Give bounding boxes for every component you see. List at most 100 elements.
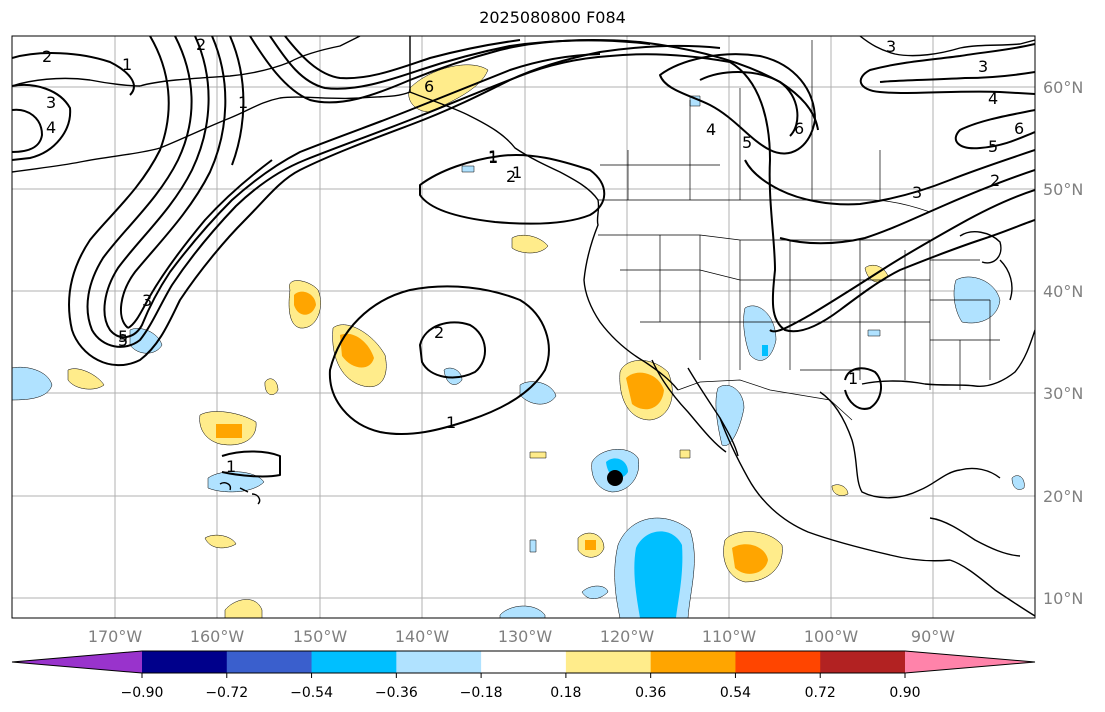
- contour-line: [328, 285, 550, 436]
- colorbar-tick-label: −0.54: [290, 685, 333, 701]
- colorbar-segment: [820, 651, 906, 673]
- positive-anomaly-patch: [408, 64, 489, 113]
- contour-line: [86, 36, 731, 348]
- map-frame: [11, 35, 1036, 619]
- contour-label: 1: [122, 55, 132, 74]
- contour-label: 1: [488, 147, 498, 166]
- contour-label: 1: [488, 148, 498, 167]
- contour-label: 5: [118, 331, 128, 350]
- contour-label: 1: [512, 163, 522, 182]
- pacific-northwest-coastline: [409, 91, 679, 391]
- colorbar-segment: [481, 651, 567, 673]
- contour-line: [120, 36, 273, 329]
- colorbar-tick-label: 0.36: [635, 685, 666, 701]
- positive-anomaly-patch: [294, 291, 316, 315]
- negative-anomaly-patch: [12, 367, 53, 401]
- contour-label: 2: [434, 323, 444, 342]
- longitude-label: 120°W: [600, 627, 655, 646]
- colorbar-tick-label: 0.72: [805, 685, 836, 701]
- great-lakes: [959, 231, 1013, 301]
- contour-line: [879, 71, 1035, 83]
- contour-label: 6: [1014, 119, 1024, 138]
- longitude-label: 160°W: [190, 627, 245, 646]
- latitude-labels: 60°N 50°N 40°N 30°N 20°N 10°N: [1043, 78, 1083, 608]
- contour-label: 5: [988, 137, 998, 156]
- latitude-label: 60°N: [1043, 78, 1083, 97]
- negative-anomaly-patch: [867, 329, 881, 337]
- state-border: [598, 234, 931, 390]
- contour-lines: [12, 36, 1035, 478]
- central-america-coastline: [929, 517, 1035, 617]
- contour-line: [229, 36, 245, 166]
- storm-center-dot: [607, 470, 623, 486]
- contour-line: [769, 189, 1035, 333]
- contour-line: [12, 108, 43, 153]
- negative-anomaly-patch: [762, 345, 768, 356]
- negative-anomaly-patch: [443, 367, 463, 385]
- shaded-anomaly-fields: [12, 64, 1025, 618]
- longitude-label: 130°W: [498, 627, 553, 646]
- longitude-label: 90°W: [911, 627, 955, 646]
- positive-anomaly-patch: [224, 599, 263, 618]
- contour-label: 2: [196, 35, 206, 54]
- contour-line: [954, 109, 1035, 150]
- contour-label: 1: [238, 93, 248, 112]
- colorbar-tick-label: −0.72: [205, 685, 248, 701]
- colorbar-extend-min: [12, 651, 142, 673]
- colorbar-tick-label: 0.54: [720, 685, 751, 701]
- longitude-labels: 170°W 160°W 150°W 140°W 130°W 120°W 110°W 100°W…: [88, 627, 955, 646]
- contour-label: 5: [118, 327, 128, 346]
- colorbar-segment: [226, 651, 313, 673]
- alaska-coastline: [139, 36, 361, 87]
- contour-line: [284, 36, 521, 80]
- longitude-label: 100°W: [804, 627, 859, 646]
- alaska-coastline: [12, 77, 141, 87]
- contour-label: 5: [742, 133, 752, 152]
- colorbar-tick-label: −0.36: [375, 685, 418, 701]
- political-borders: [409, 36, 1000, 421]
- latitude-label: 30°N: [1043, 384, 1083, 403]
- positive-anomaly-patch: [679, 449, 691, 459]
- positive-anomaly-patch: [529, 451, 547, 459]
- colorbar-tick-label: 0.18: [550, 685, 581, 701]
- negative-anomaly-patch: [529, 539, 537, 553]
- contour-label: 4: [988, 89, 998, 108]
- hawaii-islands: [219, 482, 261, 505]
- negative-anomaly-patch: [519, 381, 557, 405]
- latitude-label: 20°N: [1043, 487, 1083, 506]
- colorbar-segment: [650, 651, 736, 673]
- colorbar: −0.90 −0.72 −0.54 −0.36 −0.18 0.18 0.36 0.54 0.7…: [11, 650, 1036, 701]
- contour-label: 1: [226, 457, 236, 476]
- latitude-label: 50°N: [1043, 180, 1083, 199]
- contour-line: [659, 53, 816, 155]
- map-area: [12, 36, 1035, 618]
- contour-line: [844, 367, 882, 410]
- colorbar-tick-label: −0.90: [121, 685, 164, 701]
- positive-anomaly-patch: [511, 235, 549, 254]
- positive-anomaly-patch: [67, 368, 105, 390]
- positive-anomaly-patch: [831, 484, 849, 496]
- contour-line: [103, 36, 601, 339]
- contour-label: 3: [46, 93, 56, 112]
- contour-label: 6: [794, 119, 804, 138]
- contour-labels: 2 1 3 4 5 6 5 4 3 2 1 3 4 5 6 6 1 2 3 5 …: [42, 35, 1024, 476]
- longitude-label: 140°W: [395, 627, 450, 646]
- positive-anomaly-patch: [216, 424, 242, 438]
- colorbar-segment: [142, 651, 228, 673]
- colorbar-segment: [735, 651, 821, 673]
- contour-line: [12, 84, 72, 161]
- positive-anomaly-patch: [204, 534, 237, 549]
- negative-anomaly-patch: [581, 585, 609, 599]
- contour-line: [729, 61, 1035, 333]
- map-title: 2025080800 F084: [479, 8, 626, 27]
- contour-label: 3: [886, 37, 896, 56]
- contour-line: [419, 321, 487, 379]
- negative-anomaly-patch: [1011, 475, 1025, 490]
- contour-line: [699, 71, 799, 137]
- contour-label: 6: [424, 77, 434, 96]
- contour-line: [12, 52, 135, 96]
- mexico-coastline: [719, 417, 951, 562]
- longitude-label: 150°W: [293, 627, 348, 646]
- colorbar-segment: [396, 651, 482, 673]
- contour-line: [269, 36, 651, 90]
